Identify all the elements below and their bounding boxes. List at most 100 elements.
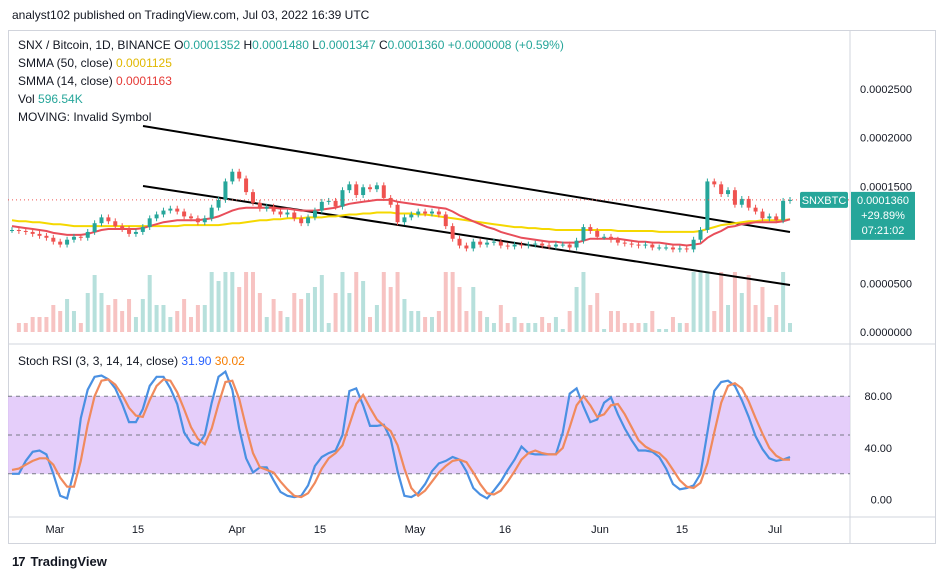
price-tag-change: +29.89% [861, 210, 905, 222]
volume-bar [650, 311, 655, 332]
candle-body [698, 230, 703, 240]
candle-body [485, 242, 490, 245]
candle-body [10, 230, 14, 231]
footer-brand[interactable]: 17 TradingView [12, 554, 107, 569]
channel-upper-line [142, 125, 791, 233]
volume-bar [443, 272, 448, 332]
volume-bar [147, 275, 152, 332]
candle-body [691, 239, 696, 250]
volume-bar [781, 272, 786, 332]
candle-body [615, 239, 620, 243]
candle-body [223, 181, 228, 200]
volume-bar [712, 311, 717, 332]
stoch-axis-tick: 80.00 [864, 391, 892, 403]
candle-body [595, 230, 600, 237]
volume-bar [113, 299, 118, 332]
volume-bar [540, 317, 545, 332]
candle-body [629, 243, 634, 245]
volume-bar [71, 311, 76, 332]
candle-body [505, 245, 510, 247]
candle-body [760, 211, 765, 219]
candle-body [719, 184, 724, 195]
volume-bar [44, 317, 49, 332]
candle-body [547, 245, 552, 247]
volume-bar [237, 287, 242, 332]
candle-body [677, 248, 682, 250]
volume-bar [250, 272, 255, 332]
legend-vol-value: 596.54K [38, 92, 83, 106]
volume-bar [319, 275, 324, 332]
candle-body [209, 207, 214, 219]
legend-stoch-label: Stoch RSI (3, 3, 14, 14, close) [18, 354, 179, 368]
volume-bar [602, 329, 607, 332]
volume-bar [388, 287, 393, 332]
footer-brand-label: TradingView [30, 554, 107, 569]
candle-body [333, 200, 338, 207]
candle-body [113, 221, 118, 227]
candle-body [65, 239, 70, 245]
stoch-axis-tick: 0.00 [871, 495, 892, 507]
price-tag-price: 0.0001360 [857, 195, 909, 207]
time-axis-tick: Jul [768, 524, 782, 536]
candle-body [423, 211, 428, 214]
time-axis-tick: May [405, 524, 426, 536]
tradingview-logo-icon: 17 [12, 554, 26, 569]
candle-body [650, 244, 655, 248]
candle-body [732, 190, 737, 205]
volume-bar [567, 311, 572, 332]
volume-bar [395, 272, 400, 332]
volume-bar [202, 305, 207, 332]
candle-body [312, 210, 317, 218]
volume-bar [615, 311, 620, 332]
candle-body [257, 202, 262, 209]
candle-body [244, 178, 249, 193]
volume-bar [140, 299, 145, 332]
volume-bar [78, 323, 83, 332]
legend-close: 0.0001360 [387, 38, 445, 52]
volume-bar [127, 299, 132, 332]
price-axis-tick: 0.0002000 [860, 133, 912, 145]
candle-body [278, 211, 283, 215]
volume-bar [154, 305, 159, 332]
volume-bar [120, 311, 125, 332]
volume-bar [629, 323, 634, 332]
volume-bar [347, 293, 352, 332]
volume-bar [726, 305, 731, 332]
candle-body [684, 248, 689, 250]
candle-body [306, 217, 311, 224]
candle-body [553, 244, 558, 247]
volume-bar [719, 272, 724, 332]
volume-bar [450, 272, 455, 332]
volume-bar [429, 317, 434, 332]
volume-bar [133, 317, 138, 332]
candle-body [581, 227, 586, 241]
volume-bar [244, 272, 249, 332]
volume-bar [423, 317, 428, 332]
candle-body [106, 217, 111, 222]
candle-body [292, 212, 297, 219]
candle-body [16, 230, 21, 231]
legend-low-label: L [312, 38, 319, 52]
candle-body [347, 184, 352, 191]
candle-body [429, 211, 434, 214]
volume-bar [547, 323, 552, 332]
candle-body [602, 236, 607, 238]
legend-high-label: H [243, 38, 253, 52]
candle-body [388, 197, 393, 205]
time-axis-tick: Mar [46, 524, 65, 536]
volume-bar [37, 317, 42, 332]
volume-bar [51, 305, 56, 332]
volume-bar [436, 311, 441, 332]
candle-body [99, 217, 104, 224]
volume-bar [306, 293, 311, 332]
volume-bar [533, 323, 538, 332]
candle-body [326, 200, 331, 202]
candle-body [788, 199, 792, 201]
candle-body [374, 185, 379, 190]
volume-bar [698, 272, 703, 332]
legend-stoch-row: Stoch RSI (3, 3, 14, 14, close) 31.90 30… [18, 353, 245, 369]
stoch-d-line [11, 378, 790, 499]
candle-body [30, 231, 35, 234]
volume-bar [92, 275, 97, 332]
